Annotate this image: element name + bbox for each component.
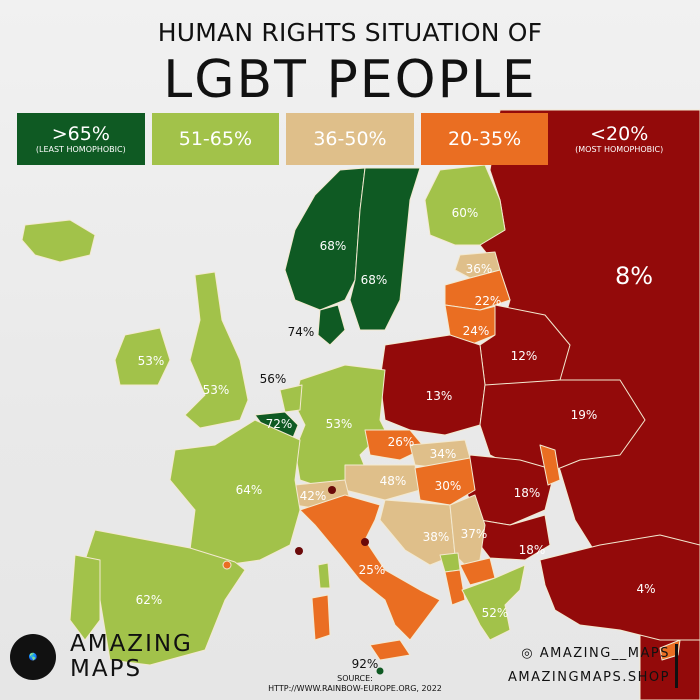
- title-line-2: LGBT PEOPLE: [163, 50, 537, 110]
- region-portugal: [69, 554, 101, 641]
- label-russia: 8%: [614, 262, 654, 290]
- label-belgium: 72%: [265, 417, 293, 431]
- label-spain: 62%: [135, 593, 163, 607]
- region-sicily: [369, 639, 411, 661]
- brand-line-1: AMAZING: [70, 631, 193, 657]
- label-czechia: 26%: [387, 435, 415, 449]
- region-finland: [424, 164, 506, 246]
- source-url: HTTP://WWW.RAINBOW-EUROPE.ORG, 2022: [268, 684, 442, 693]
- region-moldova: [539, 444, 561, 486]
- label-romania: 18%: [513, 486, 541, 500]
- region-greece: [461, 564, 526, 641]
- legend-item-36-50: 36-50%: [286, 113, 414, 165]
- source-label: SOURCE:: [337, 674, 373, 683]
- social-handles: ◎ AMAZING__MAPS AMAZINGMAPS.SHOP: [508, 642, 670, 690]
- label-norway: 68%: [319, 239, 347, 253]
- marker-monaco: [295, 547, 303, 555]
- marker-liechtenstein: [328, 486, 336, 494]
- region-poland: [379, 334, 486, 436]
- label-croatia: 38%: [422, 530, 450, 544]
- legend-note: (LEAST HOMOPHOBIC): [35, 144, 126, 154]
- label-france: 64%: [235, 483, 263, 497]
- label-poland: 13%: [425, 389, 453, 403]
- label-germany: 53%: [325, 417, 353, 431]
- brand-line-2: MAPS: [70, 656, 143, 682]
- brand-name: AMAZING MAPS: [70, 632, 193, 682]
- label-sweden: 68%: [360, 273, 388, 287]
- shop-url: AMAZINGMAPS.SHOP: [508, 670, 670, 685]
- marker-malta: [376, 667, 384, 675]
- divider-bar: [675, 644, 678, 688]
- instagram-icon: ◎: [521, 646, 540, 661]
- label-turkey: 4%: [636, 582, 656, 596]
- marker-andorra: [222, 560, 232, 570]
- globe-icon: 🌎: [10, 634, 56, 680]
- brand-logo: 🌎 AMAZING MAPS: [10, 632, 193, 682]
- legend-item-20-35: 20-35%: [420, 113, 549, 165]
- legend-range: <20%: [590, 122, 649, 145]
- label-estonia: 36%: [465, 262, 493, 276]
- instagram-handle: ◎ AMAZING__MAPS: [508, 642, 670, 666]
- legend-item-51-65: 51-65%: [151, 113, 280, 165]
- label-lithuania: 24%: [462, 324, 490, 338]
- label-ukraine: 19%: [570, 408, 598, 422]
- region-montenegro: [439, 552, 461, 573]
- legend-item-least-homophobic: >65% (LEAST HOMOPHOBIC): [17, 113, 145, 165]
- region-ireland: [114, 327, 171, 386]
- region-corsica: [317, 562, 331, 589]
- legend: >65% (LEAST HOMOPHOBIC) 51-65% 36-50% 20…: [17, 113, 683, 165]
- label-denmark: 74%: [287, 325, 315, 339]
- legend-range: 51-65%: [178, 128, 253, 150]
- label-greece: 52%: [481, 606, 509, 620]
- region-ukraine: [479, 379, 646, 471]
- label-switzerland: 42%: [299, 489, 327, 503]
- instagram-text: AMAZING__MAPS: [539, 646, 670, 661]
- legend-range: 20-35%: [447, 128, 522, 150]
- label-finland: 60%: [451, 206, 479, 220]
- region-italy: [299, 494, 441, 641]
- region-turkey: [539, 534, 700, 641]
- region-netherlands: [279, 384, 303, 413]
- label-uk: 53%: [202, 383, 230, 397]
- label-belarus: 12%: [510, 349, 538, 363]
- label-serbia: 37%: [460, 527, 488, 541]
- label-hungary: 30%: [434, 479, 462, 493]
- marker-san-marino: [361, 538, 369, 546]
- region-france: [169, 419, 301, 566]
- region-albania: [444, 569, 466, 606]
- label-italy: 25%: [358, 563, 386, 577]
- legend-range: >65%: [51, 122, 110, 145]
- source-credit: SOURCE: HTTP://WWW.RAINBOW-EUROPE.ORG, 2…: [255, 674, 455, 694]
- legend-note: (MOST HOMOPHOBIC): [575, 144, 664, 154]
- region-uk: [184, 271, 249, 429]
- region-sweden: [349, 167, 421, 331]
- region-sardinia: [311, 594, 331, 641]
- label-malta: 92%: [351, 657, 379, 671]
- region-hungary: [414, 457, 476, 506]
- region-iceland: [21, 219, 96, 263]
- legend-range: 36-50%: [313, 128, 387, 150]
- label-ireland: 53%: [137, 354, 165, 368]
- label-austria: 48%: [379, 474, 407, 488]
- legend-item-most-homophobic: <20% (MOST HOMOPHOBIC): [555, 113, 683, 165]
- title-line-1: HUMAN RIGHTS SITUATION OF: [157, 18, 543, 47]
- label-latvia: 22%: [474, 294, 502, 308]
- label-bulgaria: 18%: [518, 543, 546, 557]
- label-slovakia: 34%: [429, 447, 457, 461]
- region-denmark: [317, 304, 346, 346]
- label-netherlands: 56%: [259, 372, 287, 386]
